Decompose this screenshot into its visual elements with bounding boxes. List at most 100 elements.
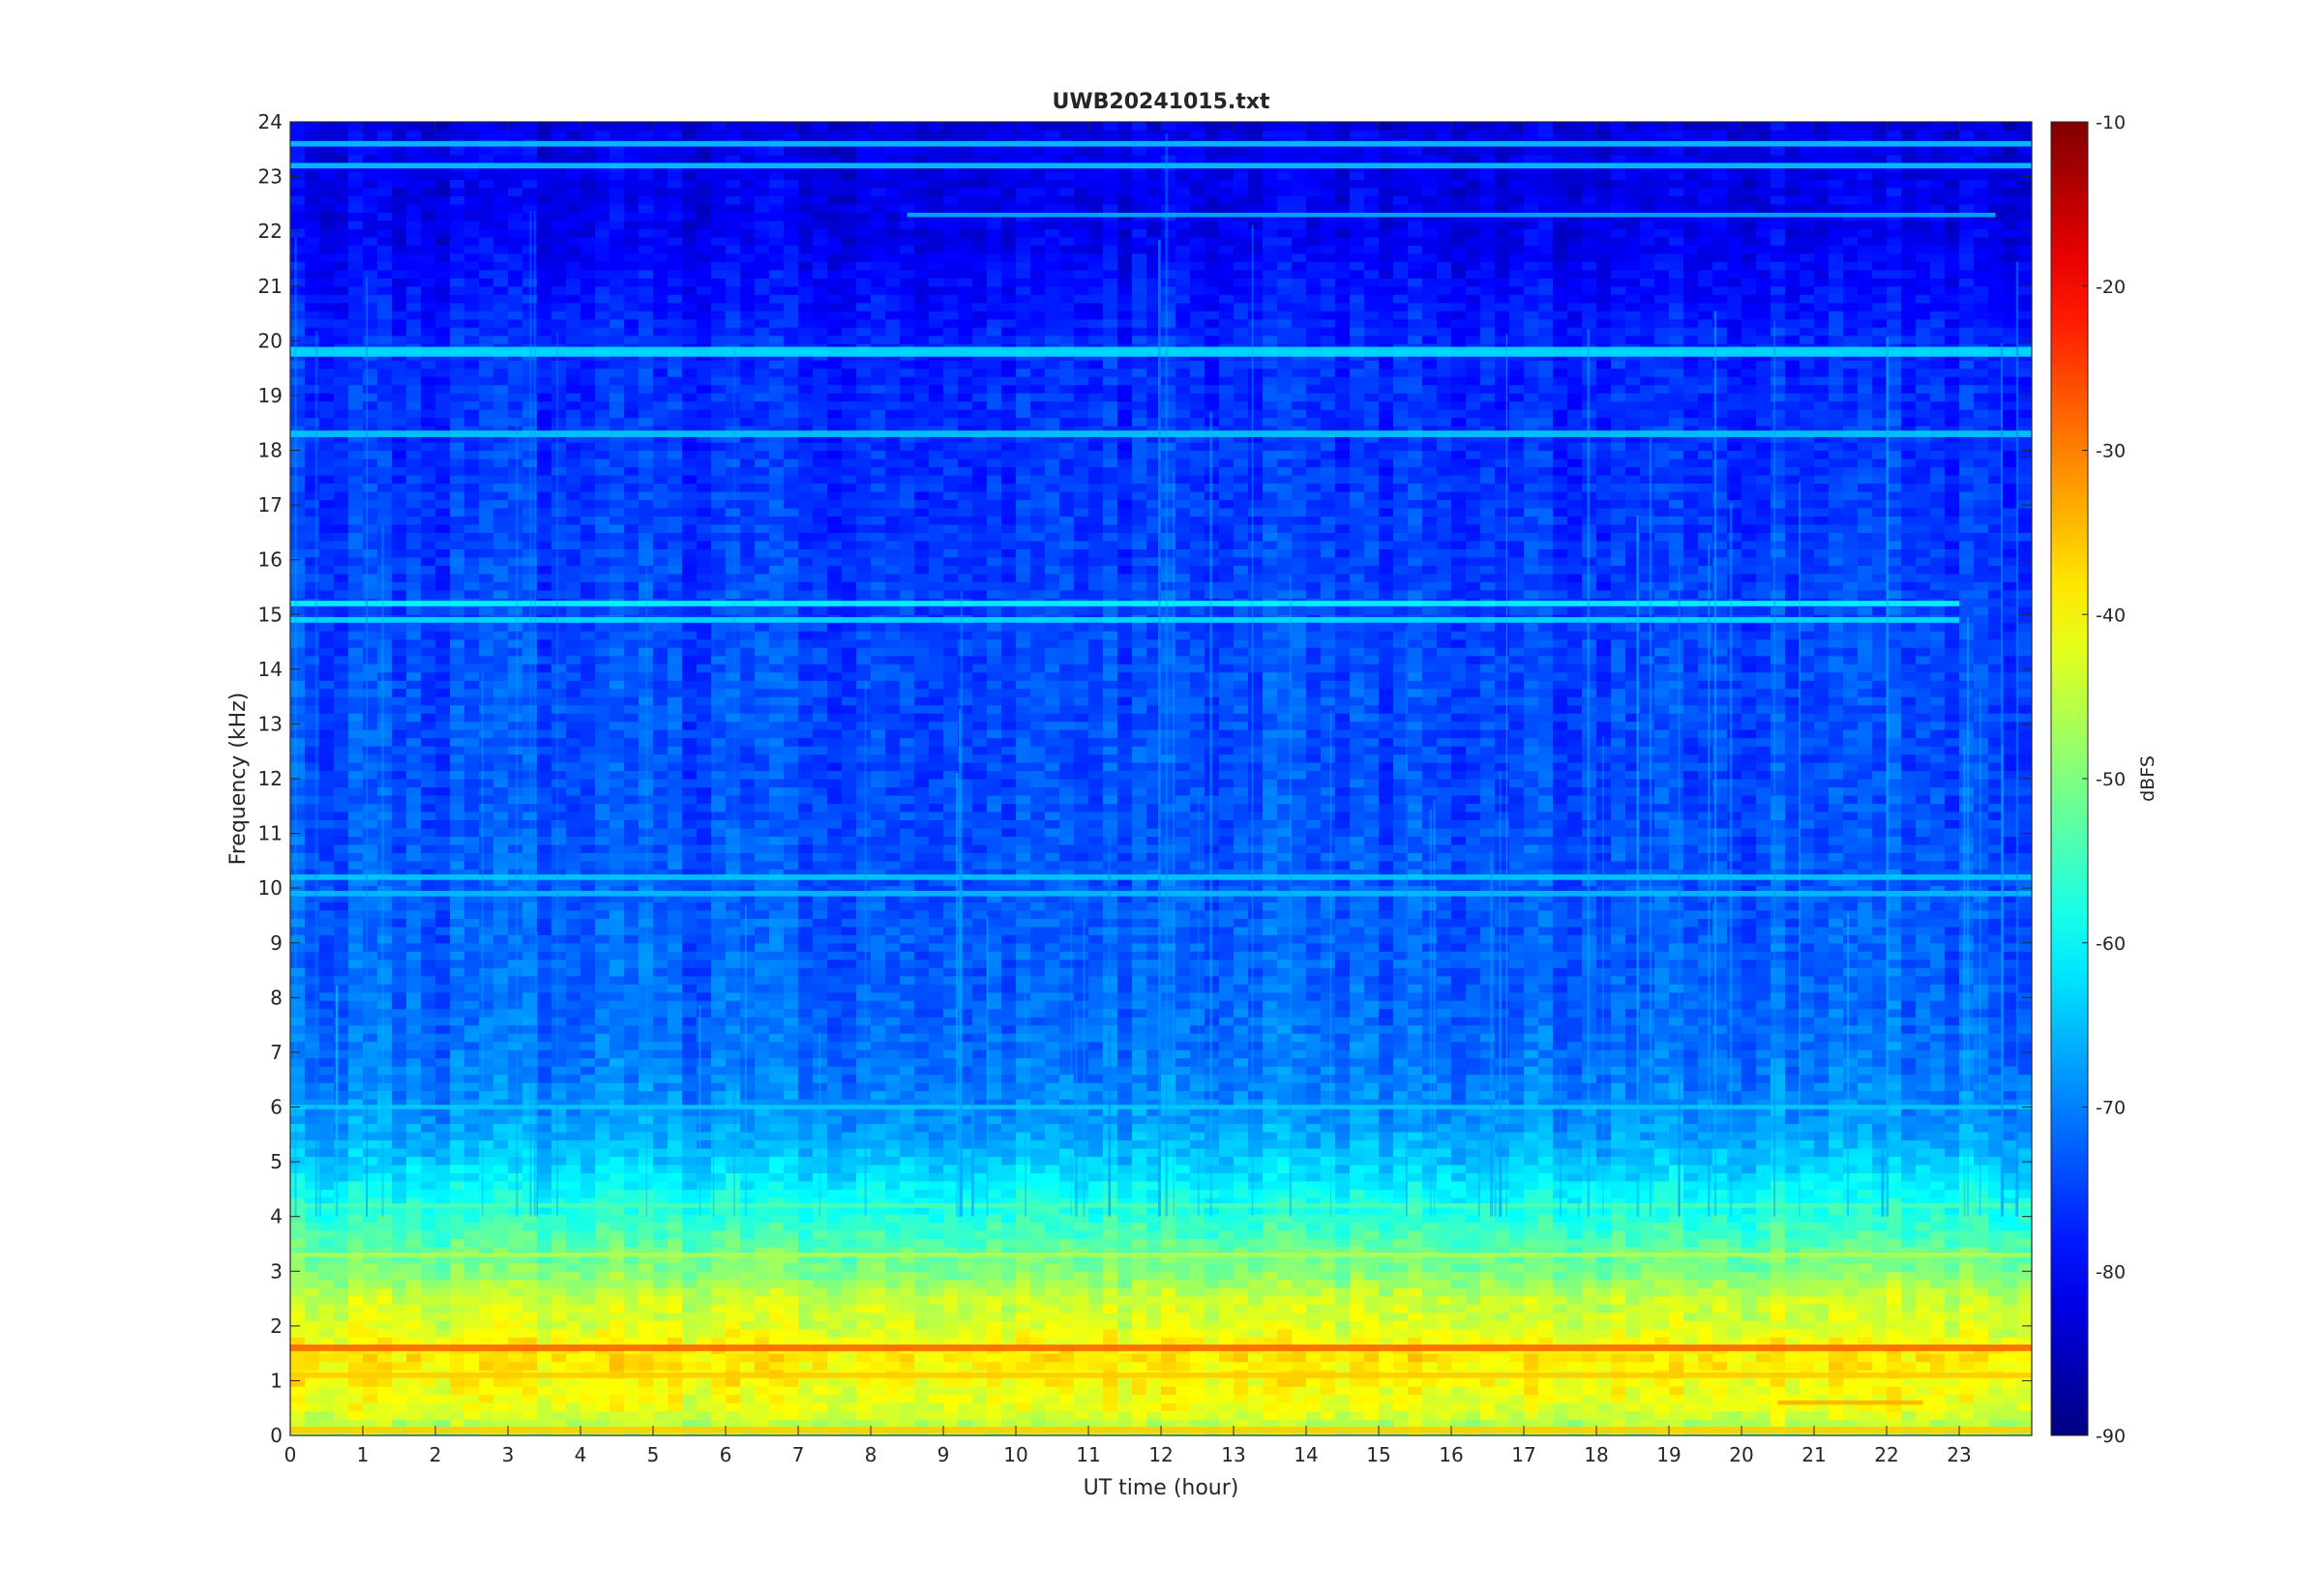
heatmap-cell	[624, 1156, 640, 1166]
heatmap-cell	[450, 1189, 465, 1198]
heatmap-cell	[551, 942, 567, 952]
heatmap-cell	[334, 261, 349, 271]
heatmap-cell	[493, 729, 509, 739]
heatmap-cell	[711, 1123, 727, 1133]
heatmap-cell	[653, 984, 669, 993]
heatmap-cell	[682, 376, 698, 386]
heatmap-cell	[653, 934, 669, 944]
heatmap-cell	[595, 819, 610, 829]
heatmap-cell	[653, 154, 669, 164]
heatmap-cell	[522, 1000, 538, 1010]
heatmap-cell	[726, 1419, 741, 1429]
heatmap-cell	[406, 647, 422, 657]
heatmap-cell	[726, 1410, 741, 1420]
heatmap-cell	[682, 458, 698, 468]
heatmap-cell	[551, 1066, 567, 1076]
heatmap-cell	[566, 1419, 581, 1429]
heatmap-cell	[464, 1295, 480, 1305]
heatmap-cell	[392, 318, 407, 328]
heatmap-cell	[464, 1394, 480, 1404]
heatmap-cell	[305, 179, 320, 189]
heatmap-cell	[595, 1213, 610, 1223]
heatmap-cell	[740, 1147, 756, 1158]
heatmap-cell	[479, 606, 494, 615]
heatmap-cell	[290, 1017, 306, 1026]
heatmap-cell	[348, 1419, 364, 1429]
heatmap-cell	[711, 1180, 727, 1190]
heatmap-cell	[493, 302, 509, 311]
heatmap-cell	[653, 671, 669, 681]
heatmap-cell	[392, 170, 407, 181]
heatmap-cell	[348, 1156, 364, 1166]
heatmap-cell	[479, 1255, 494, 1264]
heatmap-cell	[682, 967, 698, 977]
heatmap-cell	[580, 1361, 596, 1371]
heatmap-cell	[508, 836, 523, 845]
heatmap-cell	[290, 713, 306, 723]
heatmap-cell	[406, 1222, 422, 1231]
heatmap-cell	[566, 581, 581, 591]
heatmap-cell	[711, 688, 727, 697]
heatmap-cell	[697, 393, 712, 402]
heatmap-cell	[319, 433, 335, 443]
heatmap-cell	[392, 967, 407, 977]
heatmap-cell	[493, 318, 509, 328]
heatmap-cell	[537, 170, 552, 181]
heatmap-cell	[450, 631, 465, 640]
heatmap-cell	[522, 655, 538, 665]
heatmap-cell	[682, 1139, 698, 1149]
heatmap-cell	[479, 474, 494, 485]
heatmap-cell	[290, 261, 306, 271]
heatmap-cell	[653, 704, 669, 714]
heatmap-cell	[479, 1361, 494, 1371]
heatmap-cell	[348, 885, 364, 895]
heatmap-cell	[406, 565, 422, 575]
heatmap-cell	[740, 1410, 756, 1420]
heatmap-cell	[334, 195, 349, 205]
heatmap-cell	[464, 1008, 480, 1018]
heatmap-cell	[363, 228, 378, 238]
heatmap-cell	[551, 195, 567, 205]
heatmap-cell	[334, 843, 349, 853]
heatmap-cell	[493, 688, 509, 697]
heatmap-cell	[421, 836, 436, 845]
heatmap-cell	[610, 1222, 625, 1231]
heatmap-cell	[682, 409, 698, 419]
heatmap-cell	[406, 499, 422, 509]
heatmap-cell	[580, 803, 596, 813]
heatmap-cell	[435, 384, 451, 394]
heatmap-cell	[377, 779, 393, 788]
heatmap-cell	[653, 474, 669, 485]
heatmap-cell	[682, 130, 698, 139]
heatmap-cell	[479, 638, 494, 648]
heatmap-cell	[450, 786, 465, 796]
heatmap-cell	[595, 1353, 610, 1363]
heatmap-cell	[639, 1353, 654, 1363]
heatmap-cell	[319, 1222, 335, 1231]
heatmap-cell	[522, 1197, 538, 1206]
heatmap-cell	[493, 187, 509, 196]
heatmap-cell	[392, 1328, 407, 1338]
heatmap-cell	[551, 523, 567, 533]
heatmap-cell	[450, 236, 465, 246]
heatmap-cell	[464, 1082, 480, 1092]
heatmap-cell	[595, 523, 610, 533]
heatmap-cell	[363, 1304, 378, 1314]
heatmap-cell	[697, 1312, 712, 1321]
heatmap-cell	[537, 1304, 552, 1314]
heatmap-cell	[537, 975, 552, 985]
heatmap-cell	[668, 466, 683, 476]
heatmap-cell	[711, 589, 727, 599]
heatmap-cell	[479, 1279, 494, 1288]
heatmap-cell	[610, 220, 625, 229]
heatmap-cell	[334, 770, 349, 780]
heatmap-cell	[363, 1024, 378, 1034]
heatmap-cell	[566, 1180, 581, 1190]
heatmap-cell	[610, 384, 625, 394]
heatmap-cell	[421, 1312, 436, 1321]
heatmap-cell	[493, 368, 509, 377]
heatmap-cell	[566, 975, 581, 985]
heatmap-cell	[508, 1353, 523, 1363]
heatmap-cell	[537, 1074, 552, 1083]
heatmap-cell	[363, 499, 378, 509]
